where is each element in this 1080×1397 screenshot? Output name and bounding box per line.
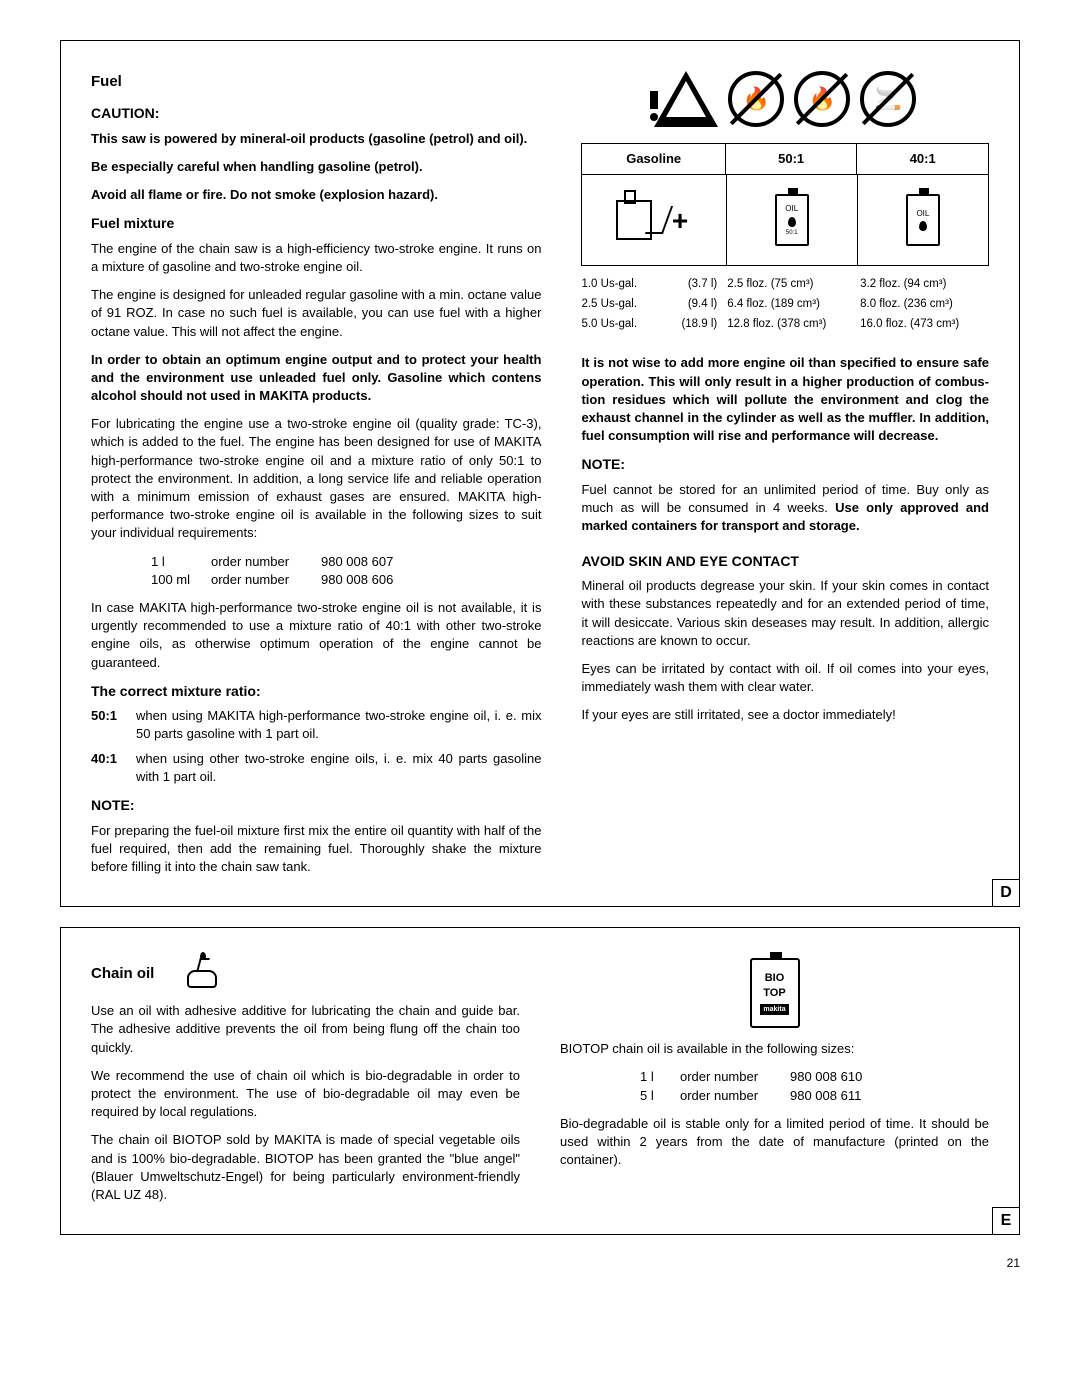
fr1-l: (9.4 l)	[675, 296, 723, 312]
fuel-amounts-table: 1.0 Us-gal.(3.7 l)2.5 floz. (75 cm³)3.2 …	[581, 274, 989, 334]
ratio-0-desc: when using MAKITA high-performance two-s…	[136, 707, 541, 743]
warning-p10: It is not wise to add more engine oil th…	[581, 354, 989, 445]
caution-p3: Avoid all flame or fire. Do not smoke (e…	[91, 186, 541, 204]
chain-oil-heading: Chain oil	[91, 963, 154, 984]
oil-num-0: 980 008 607	[321, 553, 393, 571]
no-smoking-icon: 🚬	[860, 71, 916, 127]
ord1-n: 980 008 611	[790, 1087, 861, 1105]
chain-p2: We recommend the use of chain oil which …	[91, 1067, 520, 1122]
mix-hdr-50: 50:1	[726, 144, 858, 174]
fr2-b: 16.0 floz. (473 cm³)	[856, 316, 989, 332]
avoid-p14: If your eyes are still irritated, see a …	[581, 706, 989, 724]
ord1-q: 5 l	[640, 1087, 680, 1105]
ratio-list: 50:1when using MAKITA high-performance t…	[91, 707, 541, 786]
section-d: Fuel CAUTION: This saw is powered by min…	[60, 40, 1020, 907]
fr2-l: (18.9 l)	[675, 316, 723, 332]
section-e: Chain oil Use an oil with adhesive addit…	[60, 927, 1020, 1235]
chain-p5: Bio-degradable oil is stable only for a …	[560, 1115, 989, 1170]
no-flame2-icon: 🔥	[794, 71, 850, 127]
oil-lab-1: order number	[211, 571, 321, 589]
chain-p4: BIOTOP chain oil is available in the fol…	[560, 1040, 989, 1058]
warning-triangle-icon	[654, 71, 718, 127]
mixture-p6: In order to obtain an optimum engine out…	[91, 351, 541, 406]
fr1-a: 6.4 floz. (189 cm³)	[723, 296, 856, 312]
section-d-tag: D	[992, 879, 1020, 907]
mix-hdr-40: 40:1	[857, 144, 988, 174]
oil-num-1: 980 008 606	[321, 571, 393, 589]
no-flame-icon: 🔥	[728, 71, 784, 127]
caution-p2: Be especially careful when handling gaso…	[91, 158, 541, 176]
fr2-g: 5.0 Us-gal.	[581, 316, 675, 332]
section-e-tag: E	[992, 1207, 1020, 1235]
biotop-bottle-icon: BIO TOP makita	[750, 958, 800, 1028]
correct-ratio-heading: The correct mixture ratio:	[91, 682, 541, 702]
oil-size-list: 1 lorder number980 008 607 100 mlorder n…	[151, 553, 541, 589]
bio-l2: TOP	[763, 986, 785, 1001]
chain-left-col: Chain oil Use an oil with adhesive addit…	[91, 958, 520, 1214]
chain-p3: The chain oil BIOTOP sold by MAKITA is m…	[91, 1131, 520, 1204]
ratio-1-desc: when using other two-stroke engine oils,…	[136, 750, 541, 786]
note1-heading: NOTE:	[91, 796, 541, 816]
order-list: 1 lorder number980 008 610 5 lorder numb…	[640, 1068, 989, 1104]
bio-l1: BIO	[765, 971, 785, 986]
ord0-l: order number	[680, 1068, 790, 1086]
note2-heading: NOTE:	[581, 455, 989, 475]
note2-text: Fuel cannot be stored for an unlimited p…	[581, 481, 989, 536]
caution-heading: CAUTION:	[91, 104, 541, 124]
ord0-n: 980 008 610	[790, 1068, 862, 1086]
mixture-p4: The engine of the chain saw is a high-ef…	[91, 240, 541, 276]
fr0-g: 1.0 Us-gal.	[581, 276, 675, 292]
mixture-p5: The engine is designed for unleaded regu…	[91, 286, 541, 341]
avoid-heading: AVOID SKIN AND EYE CONTACT	[581, 552, 989, 572]
mixture-table: Gasoline 50:1 40:1 + OIL50:1 OIL	[581, 143, 989, 266]
fr0-b: 3.2 floz. (94 cm³)	[856, 276, 989, 292]
canister-icon: +	[582, 175, 726, 265]
fr0-a: 2.5 floz. (75 cm³)	[723, 276, 856, 292]
oil-lab-0: order number	[211, 553, 321, 571]
oil-bottle-40-icon: OIL	[858, 175, 988, 265]
oil-qty-1: 100 ml	[151, 571, 211, 589]
fr2-a: 12.8 floz. (378 cm³)	[723, 316, 856, 332]
fuel-mixture-heading: Fuel mixture	[91, 214, 541, 234]
mixture-p8: In case MAKITA high-performance two-stro…	[91, 599, 541, 672]
page-number: 21	[60, 1255, 1020, 1272]
avoid-p12: Mineral oil products degrease your skin.…	[581, 577, 989, 650]
fuel-heading: Fuel	[91, 71, 541, 92]
ord0-q: 1 l	[640, 1068, 680, 1086]
chain-right-col: BIO TOP makita BIOTOP chain oil is avail…	[560, 958, 989, 1214]
mix-hdr-gasoline: Gasoline	[582, 144, 725, 174]
left-column: Fuel CAUTION: This saw is powered by min…	[91, 71, 541, 886]
oil-qty-0: 1 l	[151, 553, 211, 571]
note1-p9: For preparing the fuel-oil mixture first…	[91, 822, 541, 877]
oilcan-icon	[184, 958, 220, 988]
bio-mk: makita	[760, 1004, 788, 1016]
chain-p1: Use an oil with adhesive additive for lu…	[91, 1002, 520, 1057]
warning-icons: 🔥 🔥 🚬	[581, 71, 989, 127]
ord1-l: order number	[680, 1087, 790, 1105]
caution-p1: This saw is powered by mineral-oil produ…	[91, 130, 541, 148]
right-column: 🔥 🔥 🚬 Gasoline 50:1 40:1 + OIL50:1	[581, 71, 989, 886]
ratio-1-label: 40:1	[91, 750, 136, 786]
mixture-p7: For lubricating the engine use a two-str…	[91, 415, 541, 542]
ratio-0-label: 50:1	[91, 707, 136, 743]
avoid-p13: Eyes can be irritated by contact with oi…	[581, 660, 989, 696]
fr1-g: 2.5 Us-gal.	[581, 296, 675, 312]
fr0-l: (3.7 l)	[675, 276, 723, 292]
fr1-b: 8.0 floz. (236 cm³)	[856, 296, 989, 312]
oil-bottle-50-icon: OIL50:1	[727, 175, 858, 265]
